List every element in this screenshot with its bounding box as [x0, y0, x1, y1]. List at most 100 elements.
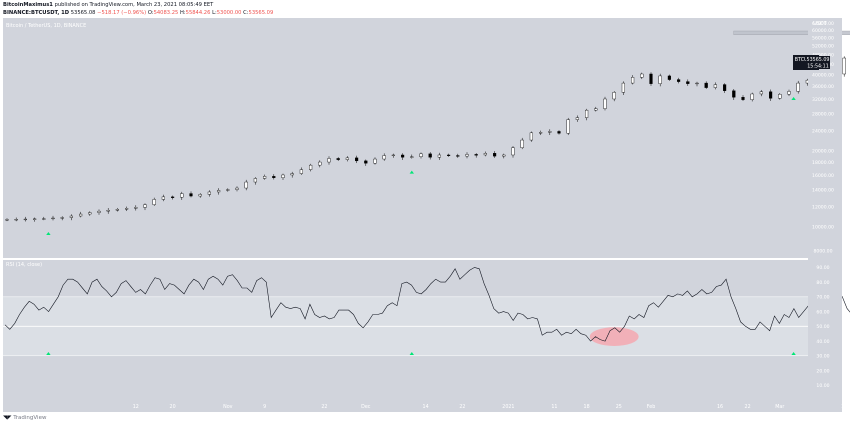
candle-body	[750, 93, 754, 100]
candle-body	[14, 219, 18, 221]
time-tick-label: 12	[133, 404, 139, 410]
rsi-levels	[3, 296, 808, 357]
candle-body	[355, 157, 359, 162]
price-change: −518.17 (−0.96%)	[97, 10, 147, 16]
time-tick-label: Feb	[647, 404, 656, 410]
price-tag: 53565.09	[807, 57, 830, 63]
price-legend: Bitcoin / TetherUS, 1D, BINANCE	[6, 23, 86, 29]
price-tick-label: 18000.00	[812, 160, 834, 166]
rsi-tick-label: 40.00	[816, 339, 829, 345]
candle-body	[69, 215, 73, 218]
countdown: 15:54:11	[807, 64, 829, 70]
candle-body	[60, 217, 64, 219]
rsi-tick-label: 90.00	[816, 265, 829, 271]
candle-body	[842, 57, 846, 75]
high-value: 55844.26	[185, 10, 211, 16]
resistance-zone	[733, 30, 850, 35]
candle-body	[631, 77, 635, 84]
rsi-highlight-zone	[589, 327, 639, 347]
price-tick-label: 40000.00	[812, 72, 834, 78]
candle-body	[42, 218, 46, 220]
time-tick-label: 16	[717, 404, 723, 410]
time-tick-label: 9	[263, 404, 266, 410]
candle-body	[566, 119, 570, 134]
axis-background	[808, 18, 842, 400]
candle-body	[686, 81, 690, 84]
candle-body	[769, 91, 773, 99]
candle-body	[382, 155, 386, 160]
price-tick-label: 52000.00	[812, 44, 834, 50]
rsi-axis: 90.00 80.00 70.00 60.00 50.00 40.00 30.00 20.00…	[816, 265, 829, 389]
candle-body	[170, 196, 175, 198]
time-tick-label: Dec	[361, 404, 371, 410]
close-value: 53565.09	[248, 10, 274, 16]
candle-body	[575, 117, 579, 120]
candle-body	[115, 209, 119, 211]
price-tick-label: 10000.00	[812, 224, 834, 230]
candle-body	[787, 91, 791, 95]
rsi-signal-marker	[46, 352, 51, 355]
candle-body	[732, 90, 736, 98]
last-price: 53565.08	[70, 10, 96, 16]
tradingview-footer: ◥◤ TradingView	[3, 415, 46, 421]
candle-body	[373, 158, 377, 164]
candle-body	[161, 196, 165, 200]
candle-body	[658, 75, 662, 84]
rsi-tick-label: 60.00	[816, 309, 829, 315]
candle-body	[106, 210, 110, 212]
candle-body	[78, 213, 83, 217]
candle-body	[456, 155, 460, 157]
candle-body	[520, 139, 524, 148]
candle-body	[253, 178, 257, 183]
candle-body	[713, 84, 717, 88]
rsi-tick-label: 30.00	[816, 354, 829, 360]
rsi-line	[4, 267, 850, 342]
candle-body	[511, 147, 515, 156]
time-tick-label: Nov	[223, 404, 233, 410]
footer-brand: TradingView	[13, 415, 47, 421]
time-tick-label: 18	[584, 404, 590, 410]
candle-body	[263, 176, 267, 179]
price-tick-label: 48000.00	[812, 52, 834, 58]
candle-body	[143, 204, 147, 208]
rsi-legend: RSI (14, close)	[6, 262, 42, 268]
candle-body	[557, 131, 561, 134]
time-tick-label: 11	[551, 404, 557, 410]
candle-body	[483, 153, 487, 156]
candle-body	[428, 153, 432, 158]
candle-body	[649, 73, 653, 84]
candle-body	[134, 207, 138, 209]
candle-body	[97, 210, 101, 213]
candle-body	[539, 132, 543, 134]
price-tick-label: 20000.00	[812, 148, 834, 154]
time-tick-label: 14	[423, 404, 429, 410]
candle-body	[465, 154, 469, 157]
candle-body	[281, 174, 285, 178]
candle-body	[216, 190, 221, 193]
candle-body	[198, 194, 202, 197]
candle-body	[180, 193, 184, 198]
price-tick-label: 64000.00	[812, 21, 834, 27]
ohlc-header: BINANCE:BTCUSDT, 1D 53565.08 −518.17 (−0…	[3, 10, 273, 16]
candle-body	[244, 181, 248, 189]
time-axis-background	[3, 400, 842, 412]
candle-body	[345, 157, 349, 160]
candle-body	[419, 153, 423, 157]
time-tick-label: 22	[745, 404, 751, 410]
time-tick-label: 15	[841, 404, 847, 410]
candle-body	[594, 108, 598, 111]
candle-body	[548, 131, 552, 133]
time-tick-label: Mar	[775, 404, 784, 410]
price-tag-right	[806, 56, 830, 69]
candle-body	[189, 193, 193, 197]
publish-header: BitcoinMaximus1 published on TradingView…	[3, 2, 213, 8]
rsi-tick-label: 10.00	[816, 383, 829, 389]
low-label: L:	[212, 10, 217, 16]
candle-body	[493, 153, 497, 157]
candle-body	[474, 154, 478, 156]
time-tick-label: 20	[170, 404, 176, 410]
candle-body	[5, 219, 9, 221]
price-signal-marker	[791, 97, 796, 101]
rsi-signal-marker	[791, 352, 796, 355]
